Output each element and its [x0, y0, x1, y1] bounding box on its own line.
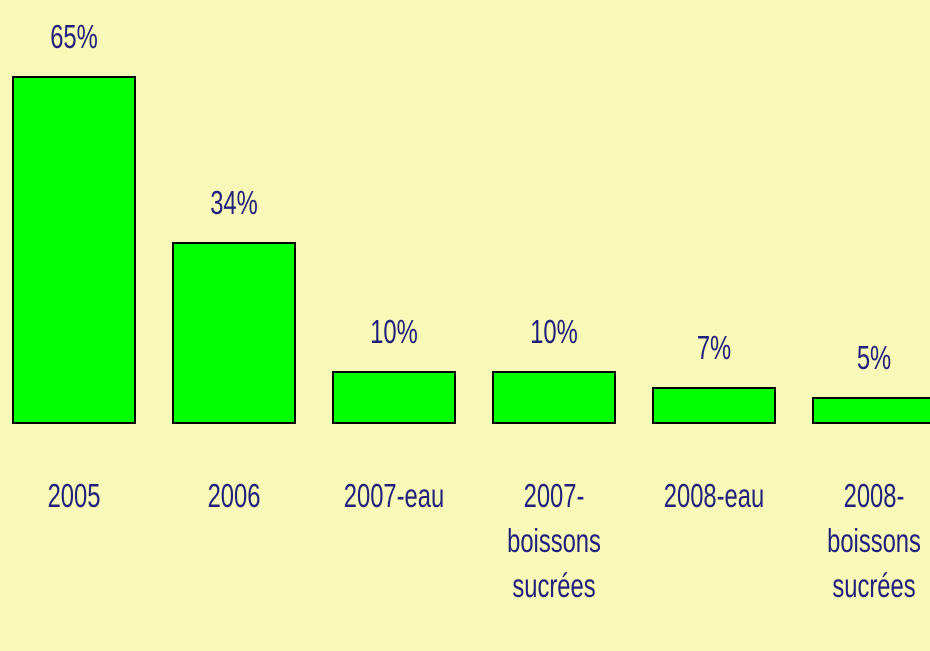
bar	[12, 76, 136, 424]
bar	[172, 242, 296, 424]
category-label: 2007-boissons sucrées	[507, 477, 601, 604]
bar	[492, 370, 616, 424]
category-label: 2007-eau	[343, 477, 445, 514]
bar	[652, 386, 776, 424]
bar	[812, 397, 930, 424]
category-label: 2005	[47, 477, 101, 514]
category-label: 2006	[207, 477, 261, 514]
value-label: 7%	[696, 328, 732, 366]
category-label: 2008-eau	[663, 477, 765, 514]
bar	[332, 370, 456, 424]
value-label: 10%	[370, 312, 418, 350]
value-label: 34%	[210, 184, 258, 222]
value-label: 65%	[50, 18, 98, 56]
value-label: 10%	[530, 312, 578, 350]
value-label: 5%	[856, 339, 892, 377]
category-label: 2008-boissons sucrées	[827, 477, 921, 604]
